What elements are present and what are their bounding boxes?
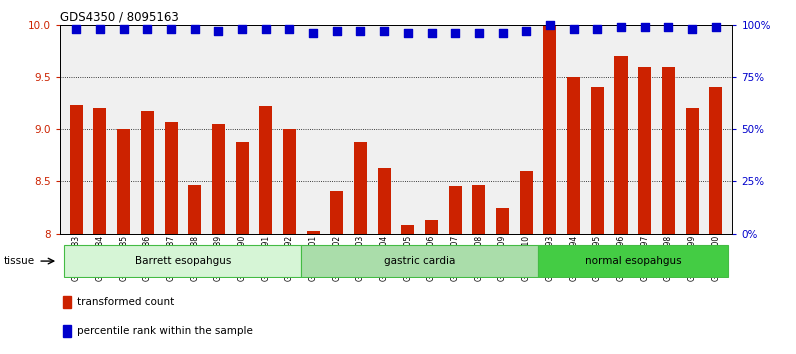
- Text: percentile rank within the sample: percentile rank within the sample: [76, 326, 252, 336]
- Bar: [117, 129, 131, 234]
- Point: [449, 30, 462, 36]
- Bar: [661, 67, 675, 234]
- Bar: [301, 245, 538, 277]
- Bar: [212, 124, 225, 234]
- Bar: [685, 108, 699, 234]
- Point: [544, 22, 556, 28]
- Bar: [259, 106, 272, 234]
- Point: [401, 30, 414, 36]
- Bar: [544, 25, 556, 234]
- Point: [212, 28, 224, 34]
- Point: [473, 30, 486, 36]
- Point: [259, 26, 272, 32]
- Text: tissue: tissue: [4, 256, 35, 266]
- Bar: [472, 184, 486, 234]
- Point: [591, 26, 603, 32]
- Point: [425, 30, 438, 36]
- Bar: [64, 245, 301, 277]
- Point: [141, 26, 154, 32]
- Point: [330, 28, 343, 34]
- Point: [520, 28, 533, 34]
- Text: gastric cardia: gastric cardia: [384, 256, 455, 266]
- Text: GDS4350 / 8095163: GDS4350 / 8095163: [60, 11, 178, 24]
- Point: [638, 24, 651, 30]
- Point: [662, 24, 675, 30]
- Bar: [449, 185, 462, 234]
- Bar: [188, 184, 201, 234]
- Bar: [70, 105, 83, 234]
- Point: [165, 26, 178, 32]
- Point: [189, 26, 201, 32]
- Bar: [520, 171, 533, 234]
- Bar: [165, 122, 178, 234]
- Bar: [538, 245, 728, 277]
- Bar: [496, 207, 509, 234]
- Point: [685, 26, 698, 32]
- Point: [236, 26, 248, 32]
- Bar: [591, 87, 604, 234]
- Bar: [377, 168, 391, 234]
- Text: Barrett esopahgus: Barrett esopahgus: [135, 256, 231, 266]
- Point: [568, 26, 580, 32]
- Bar: [567, 77, 580, 234]
- Bar: [354, 142, 367, 234]
- Text: transformed count: transformed count: [76, 297, 174, 307]
- Point: [306, 30, 319, 36]
- Point: [70, 26, 83, 32]
- Bar: [638, 67, 651, 234]
- Point: [378, 28, 391, 34]
- Bar: [306, 230, 320, 234]
- Point: [94, 26, 107, 32]
- Bar: [141, 112, 154, 234]
- Bar: [283, 129, 296, 234]
- Text: normal esopahgus: normal esopahgus: [584, 256, 681, 266]
- Bar: [615, 56, 627, 234]
- Bar: [425, 220, 438, 234]
- Point: [496, 30, 509, 36]
- Bar: [93, 108, 107, 234]
- Bar: [236, 142, 248, 234]
- Point: [283, 26, 296, 32]
- Bar: [401, 225, 415, 234]
- Point: [354, 28, 367, 34]
- Point: [615, 24, 627, 30]
- Bar: [330, 191, 343, 234]
- Bar: [709, 87, 722, 234]
- Bar: [63, 325, 71, 337]
- Bar: [63, 296, 71, 308]
- Point: [117, 26, 130, 32]
- Point: [709, 24, 722, 30]
